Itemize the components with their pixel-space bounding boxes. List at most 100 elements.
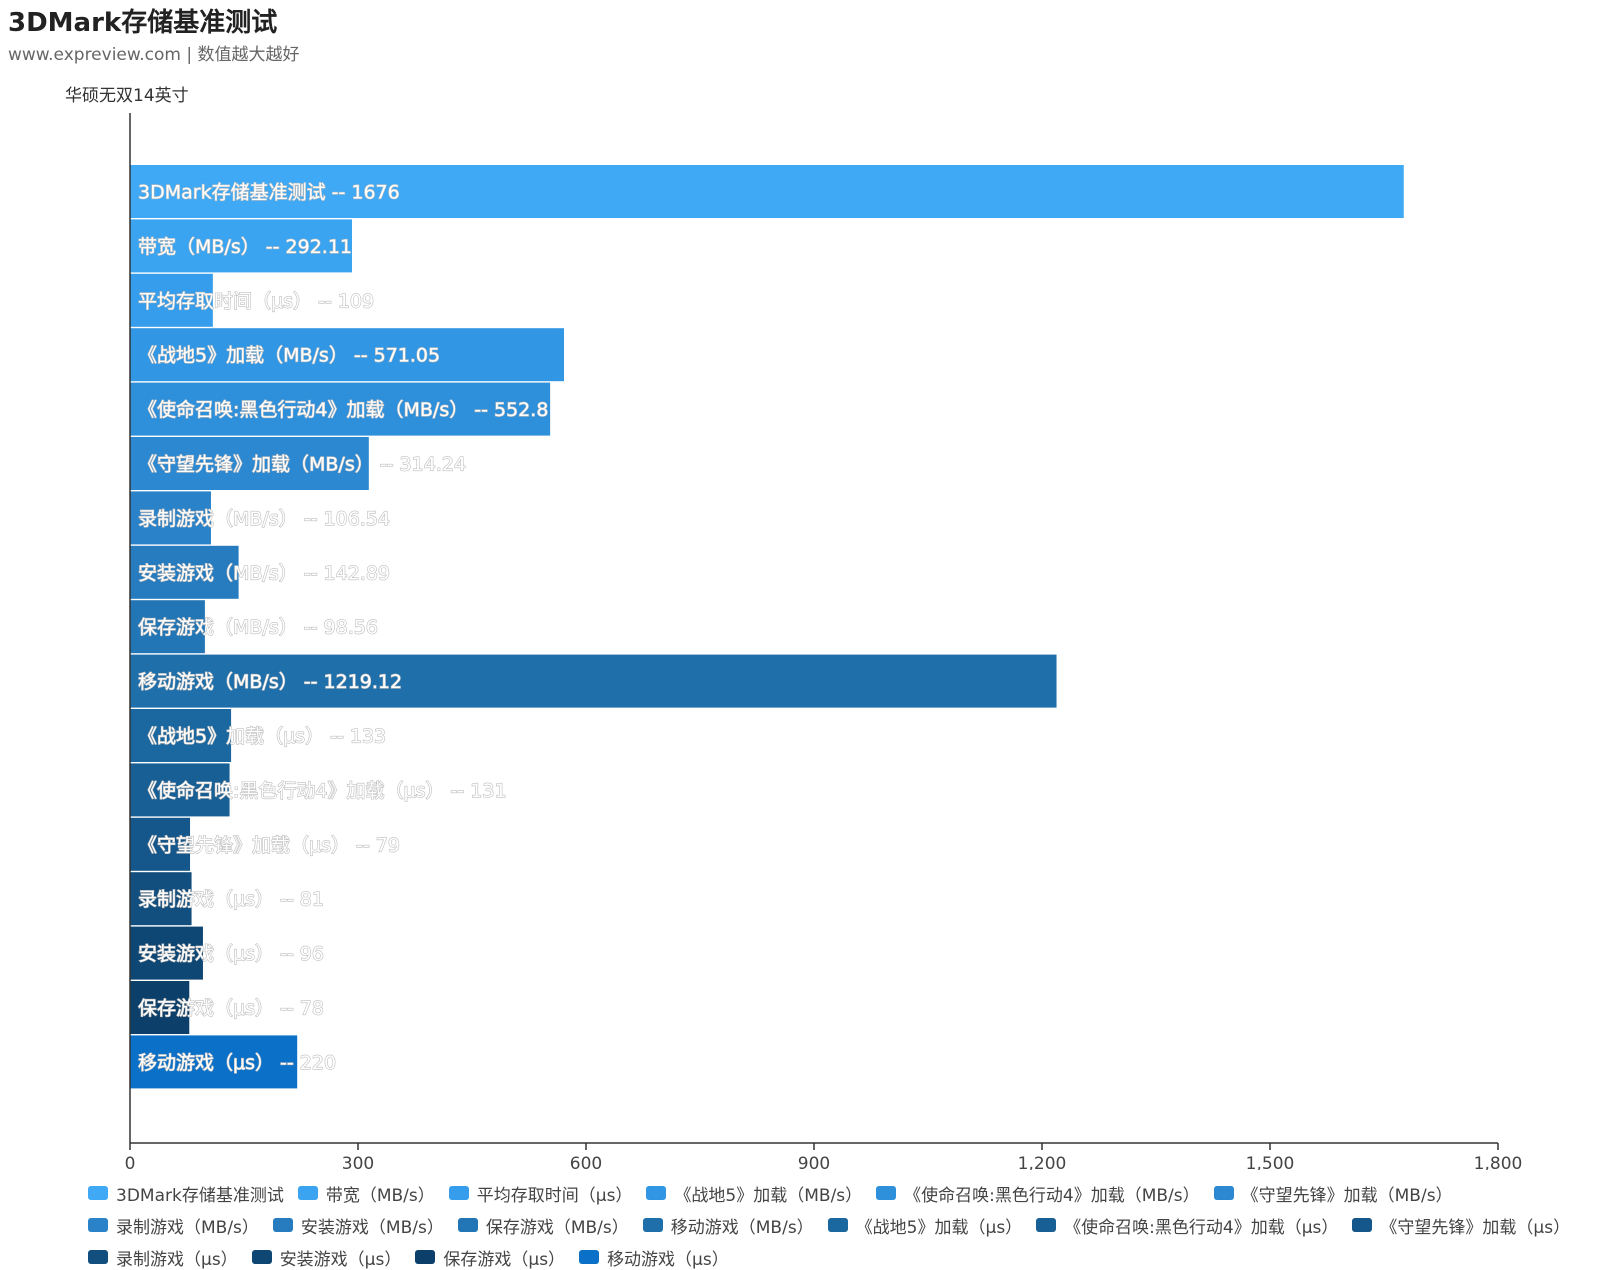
legend-label-2: 平均存取时间（μs） — [476, 1185, 633, 1206]
bar-label-14: 安装游戏（μs） -- 96 — [138, 943, 324, 965]
bar-label-15: 保存游戏（μs） -- 78 — [138, 998, 324, 1020]
legend-item-5[interactable]: 《守望先锋》加载（MB/s） — [1213, 1180, 1453, 1206]
legend-item-4[interactable]: 《使命召唤:黑色行动4》加载（MB/s） — [876, 1180, 1200, 1206]
bar-label-8: 保存游戏（MB/s） -- 98.56 — [138, 617, 378, 639]
bar-6[interactable] — [130, 491, 211, 545]
bar-labels-group: 3DMark存储基准测试 -- 1676 带宽（MB/s） -- 292.11 平均… — [137, 181, 549, 1075]
legend-label-9: 移动游戏（MB/s） — [670, 1217, 814, 1238]
legend-label-4: 《使命召唤:黑色行动4》加载（MB/s） — [904, 1185, 1200, 1206]
legend-label-11: 《使命召唤:黑色行动4》加载（μs） — [1064, 1217, 1339, 1238]
x-tick-label-1: 300 — [342, 1154, 374, 1170]
legend-swatch-5 — [1213, 1186, 1234, 1200]
legend-label-15: 保存游戏（μs） — [443, 1249, 566, 1270]
bar-15[interactable] — [130, 981, 190, 1034]
bar-label-10: 《战地5》加载（μs） -- 133 — [138, 726, 386, 748]
x-tick-label-4: 1,200 — [1018, 1154, 1067, 1170]
legend-item-15[interactable]: 保存游戏（μs） — [415, 1244, 565, 1270]
legend-swatch-15 — [415, 1250, 436, 1264]
bar-9[interactable] — [130, 654, 1057, 708]
bar-label-7: 安装游戏（MB/s） -- 142.89 — [138, 562, 390, 584]
bar-10[interactable] — [130, 709, 232, 762]
legend-item-13[interactable]: 录制游戏（μs） — [88, 1244, 238, 1270]
legend-swatch-16 — [579, 1250, 600, 1264]
legend-label-7: 安装游戏（MB/s） — [300, 1217, 444, 1238]
legend-label-12: 《守望先锋》加载（μs） — [1380, 1217, 1571, 1238]
legend-swatch-14 — [251, 1250, 272, 1264]
legend-swatch-13 — [88, 1250, 108, 1264]
bar-8[interactable] — [130, 600, 205, 654]
bar-label-11: 《使命召唤:黑色行动4》加载（μs） -- 131 — [138, 780, 507, 802]
legend-label-13: 录制游戏（μs） — [116, 1249, 238, 1270]
bar-0[interactable] — [130, 165, 1404, 218]
legend-label-0: 3DMark存储基准测试 — [116, 1185, 284, 1206]
legend-label-6: 录制游戏（MB/s） — [116, 1217, 259, 1238]
legend-item-16[interactable]: 移动游戏（μs） — [579, 1244, 729, 1270]
bar-5[interactable] — [130, 437, 369, 490]
legend-swatch-1 — [297, 1186, 318, 1200]
bar-label-12: 《守望先锋》加载（μs） -- 79 — [138, 834, 400, 856]
legend-item-12[interactable]: 《守望先锋》加载（μs） — [1352, 1212, 1570, 1238]
bar-label-1: 带宽（MB/s） -- 292.11 — [138, 236, 352, 258]
legend-label-1: 带宽（MB/s） — [325, 1185, 435, 1206]
chart-subtitle: www.expreview.com | 数值越大越好 — [8, 45, 300, 65]
chart-legend: 3DMark存储基准测试 带宽（MB/s） 平均存取时间（μs） 《战地5》加载（MB… — [88, 1180, 1608, 1270]
legend-item-7[interactable]: 安装游戏（MB/s） — [272, 1212, 444, 1238]
legend-swatch-3 — [646, 1186, 667, 1200]
legend-label-3: 《战地5》加载（MB/s） — [674, 1185, 863, 1206]
bar-label-16: 移动游戏（μs） -- 220 — [138, 1052, 336, 1074]
bar-label-2: 平均存取时间（μs） -- 109 — [138, 290, 374, 312]
legend-swatch-9 — [642, 1218, 663, 1232]
legend-item-11[interactable]: 《使命召唤:黑色行动4》加载（μs） — [1036, 1212, 1338, 1238]
bar-14[interactable] — [130, 926, 203, 980]
legend-item-2[interactable]: 平均存取时间（μs） — [448, 1180, 633, 1206]
bar-13[interactable] — [130, 872, 192, 926]
bar-16[interactable] — [130, 1035, 298, 1089]
legend-swatch-6 — [88, 1218, 108, 1232]
bar-11[interactable] — [130, 763, 230, 817]
bar-chart: 3DMark存储基准测试 -- 1676 带宽（MB/s） -- 292.11 平均… — [125, 113, 1523, 1170]
bar-1[interactable] — [130, 219, 353, 273]
legend-swatch-10 — [827, 1218, 848, 1232]
legend-item-3[interactable]: 《战地5》加载（MB/s） — [646, 1180, 862, 1206]
legend-label-16: 移动游戏（μs） — [607, 1249, 729, 1270]
legend-swatch-11 — [1036, 1218, 1057, 1232]
legend-label-14: 安装游戏（μs） — [279, 1249, 402, 1270]
legend-swatch-12 — [1352, 1218, 1373, 1232]
x-tick-label-3: 900 — [798, 1154, 830, 1170]
bar-2[interactable] — [130, 273, 213, 327]
legend-item-0[interactable]: 3DMark存储基准测试 — [88, 1180, 284, 1206]
legend-item-14[interactable]: 安装游戏（μs） — [251, 1244, 402, 1270]
y-axis-label: 华硕无双14英寸 — [65, 86, 189, 106]
legend-label-8: 保存游戏（MB/s） — [485, 1217, 629, 1238]
x-tick-label-6: 1,800 — [1474, 1154, 1523, 1170]
x-tick-label-2: 600 — [570, 1154, 602, 1170]
bar-label-9: 移动游戏（MB/s） -- 1219.12 — [138, 671, 402, 693]
bar-label-3: 《战地5》加载（MB/s） -- 571.05 — [138, 345, 440, 367]
legend-swatch-4 — [876, 1186, 897, 1200]
legend-item-1[interactable]: 带宽（MB/s） — [297, 1180, 435, 1206]
bar-12[interactable] — [130, 817, 191, 871]
bar-4[interactable] — [130, 382, 551, 436]
bar-label-6: 录制游戏（MB/s） -- 106.54 — [138, 508, 390, 530]
bar-7[interactable] — [130, 545, 239, 599]
legend-item-9[interactable]: 移动游戏（MB/s） — [642, 1212, 814, 1238]
legend-item-10[interactable]: 《战地5》加载（μs） — [827, 1212, 1023, 1238]
bar-label-4: 《使命召唤:黑色行动4》加载（MB/s） -- 552.8 — [138, 399, 548, 421]
legend-item-6[interactable]: 录制游戏（MB/s） — [88, 1212, 259, 1238]
legend-item-8[interactable]: 保存游戏（MB/s） — [457, 1212, 629, 1238]
x-axis-ticks: 0 300 600 900 1,200 1,500 1,800 — [125, 1143, 1523, 1170]
legend-swatch-2 — [448, 1186, 469, 1200]
bar-label-13: 录制游戏（μs） -- 81 — [138, 889, 324, 911]
legend-swatch-7 — [272, 1218, 293, 1232]
legend-label-10: 《战地5》加载（μs） — [855, 1217, 1023, 1238]
legend-label-5: 《守望先锋》加载（MB/s） — [1241, 1185, 1453, 1206]
bar-label-5: 《守望先锋》加载（MB/s） -- 314.24 — [138, 454, 466, 476]
x-tick-label-5: 1,500 — [1246, 1154, 1295, 1170]
legend-swatch-8 — [457, 1218, 478, 1232]
bar-label-0: 3DMark存储基准测试 -- 1676 — [138, 182, 400, 204]
bars-group — [130, 165, 1404, 1089]
chart-title: 3DMark存储基准测试 — [8, 8, 278, 38]
legend-swatch-0 — [88, 1186, 108, 1200]
bar-3[interactable] — [130, 328, 564, 382]
x-tick-label-0: 0 — [125, 1154, 136, 1170]
